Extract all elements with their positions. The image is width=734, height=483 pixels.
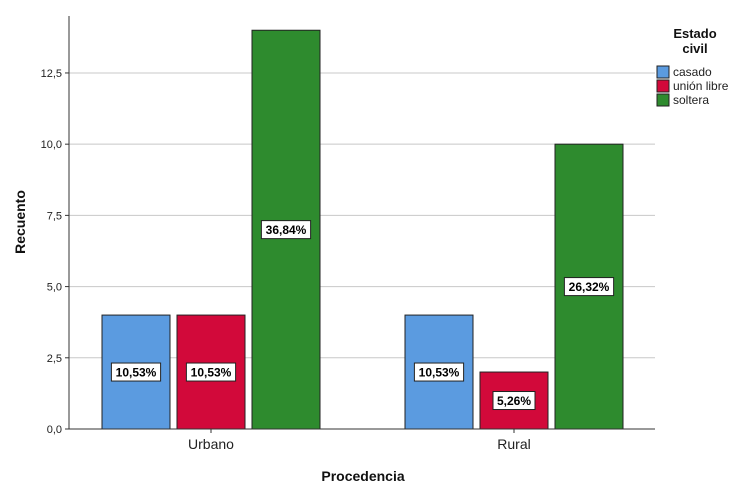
y-tick-label: 10,0	[41, 139, 62, 151]
data-label-box	[563, 277, 615, 297]
y-tick-label: 5,0	[47, 282, 62, 294]
x-axis-title: Procedencia	[321, 468, 404, 483]
legend-title-line1: Estado	[673, 26, 716, 41]
y-tick-labels: 0,0 2,5 5,0 7,5 10,0 12,5	[41, 68, 69, 436]
legend-label: casado	[673, 65, 712, 79]
bars: 10,53% 10,53% 36,84% 10,53% 5,26% 26,32%	[101, 29, 624, 430]
data-label: 26,32%	[569, 280, 610, 294]
legend-swatch	[656, 65, 670, 79]
legend-label: soltera	[673, 93, 709, 107]
category-labels: Urbano Rural	[188, 429, 531, 452]
y-tick-label: 0,0	[47, 424, 62, 436]
y-tick-label: 7,5	[47, 210, 62, 222]
data-label: 10,53%	[116, 366, 157, 380]
y-tick-label: 12,5	[41, 68, 62, 80]
data-label-box	[260, 220, 312, 240]
data-label-box	[413, 362, 465, 382]
legend-label: unión libre	[673, 79, 729, 93]
data-label: 10,53%	[191, 366, 232, 380]
data-label-box	[492, 391, 536, 411]
category-label: Urbano	[188, 436, 234, 452]
legend-title-line2: civil	[682, 41, 707, 56]
legend-swatch	[656, 79, 670, 93]
axes	[68, 16, 655, 430]
data-label-box	[185, 362, 237, 382]
y-tick-label: 2,5	[47, 353, 62, 365]
data-label: 36,84%	[266, 223, 307, 237]
data-label: 5,26%	[497, 394, 531, 408]
data-label-box	[110, 362, 162, 382]
legend-swatch	[656, 93, 670, 107]
data-label: 10,53%	[419, 366, 460, 380]
y-axis-title: Recuento	[12, 190, 28, 254]
category-label: Rural	[497, 436, 530, 452]
